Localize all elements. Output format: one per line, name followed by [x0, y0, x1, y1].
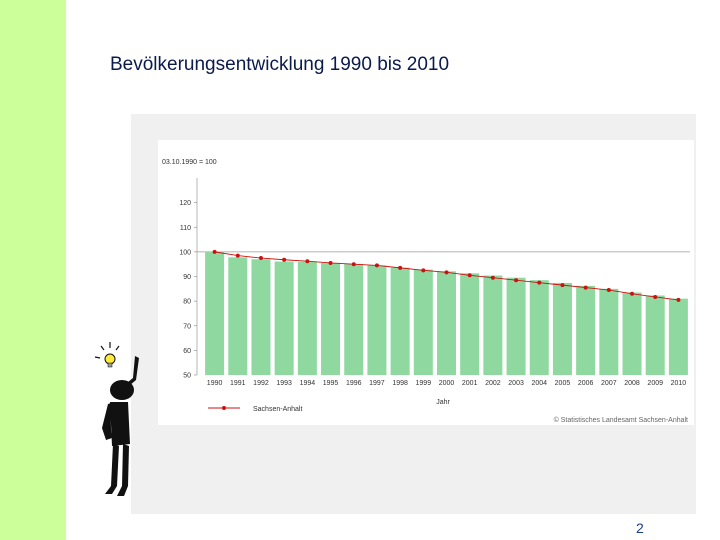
bar-2000	[436, 271, 457, 375]
x-tick-label: 1991	[230, 380, 246, 387]
bar-2005	[552, 282, 572, 375]
bar-1998	[390, 267, 410, 375]
line-point-2005	[560, 283, 565, 288]
y-tick-label: 60	[183, 348, 191, 355]
x-tick-label: 2007	[601, 380, 617, 387]
x-tick-label: 1995	[323, 380, 339, 387]
x-tick-label: 2002	[485, 380, 501, 387]
bar-2001	[460, 273, 480, 375]
index-label: 03.10.1990 = 100	[162, 159, 217, 166]
line-point-2004	[537, 280, 542, 285]
y-tick-label: 120	[179, 200, 191, 207]
bar-1991	[228, 257, 248, 375]
bar-1995	[321, 262, 341, 375]
x-tick-label: 1994	[300, 380, 316, 387]
x-tick-label: 2000	[439, 380, 455, 387]
y-tick-label: 80	[183, 299, 191, 306]
line-point-1999	[421, 268, 426, 273]
x-tick-label: 2003	[508, 380, 524, 387]
legend-label-sachsen-anhalt: Sachsen-Anhalt	[253, 406, 302, 413]
x-tick-label: 2001	[462, 380, 478, 387]
x-tick-label: 1998	[392, 380, 408, 387]
bar-1996	[344, 263, 364, 375]
y-tick-label: 100	[179, 249, 191, 256]
bar-1997	[367, 265, 387, 375]
line-point-2001	[467, 273, 472, 278]
x-tick-label: 2010	[671, 380, 687, 387]
y-tick-label: 50	[183, 373, 191, 380]
line-point-1994	[305, 259, 310, 264]
line-point-2008	[630, 291, 635, 296]
bar-2003	[506, 277, 526, 375]
x-tick-label: 2006	[578, 380, 594, 387]
bar-1994	[297, 261, 317, 375]
x-tick-label: 1993	[276, 380, 292, 387]
bar-2002	[483, 275, 503, 375]
x-tick-label: 2008	[624, 380, 640, 387]
x-tick-label: 1997	[369, 380, 385, 387]
stick-figure-icon	[102, 356, 139, 496]
line-point-1990	[212, 249, 217, 254]
bar-2004	[529, 280, 549, 375]
line-point-1996	[351, 262, 356, 267]
line-point-2010	[676, 297, 681, 302]
y-tick-label: 110	[180, 225, 191, 232]
bar-2006	[576, 285, 596, 375]
lightbulb-icon	[94, 342, 120, 368]
y-tick-label: 90	[183, 274, 191, 281]
line-point-1995	[328, 260, 333, 265]
x-axis-label: Jahr	[436, 399, 450, 406]
line-point-2007	[606, 288, 611, 293]
thinking-stick-figure	[94, 342, 139, 496]
x-tick-label: 2005	[555, 380, 571, 387]
bar-2009	[645, 295, 665, 375]
bar-2008	[622, 292, 642, 375]
line-point-2009	[653, 294, 658, 299]
line-point-2003	[514, 278, 519, 283]
bar-2010	[668, 298, 688, 375]
x-tick-label: 1990	[207, 380, 223, 387]
slide-title: Bevölkerungsentwicklung 1990 bis 2010	[110, 54, 450, 75]
source-note: © Statistisches Landesamt Sachsen-Anhalt	[554, 416, 688, 424]
side-accent-band	[0, 0, 66, 540]
line-point-1993	[282, 257, 287, 262]
y-tick-label: 70	[183, 323, 191, 330]
bar-1999	[413, 269, 433, 375]
line-point-1992	[258, 256, 263, 261]
line-point-2002	[490, 275, 495, 280]
line-point-2000	[444, 270, 449, 275]
page-number: 2	[636, 520, 644, 536]
x-tick-label: 1992	[253, 380, 269, 387]
legend-marker	[222, 406, 226, 410]
bar-1992	[251, 259, 271, 375]
bar-1990	[205, 251, 225, 375]
x-tick-label: 2004	[531, 380, 547, 387]
population-chart: 03.10.1990 = 100 50 60 70 80 90 100 110 120 199…	[162, 159, 690, 424]
bar-2007	[599, 288, 619, 375]
line-point-2006	[583, 285, 588, 290]
bar-1993	[274, 261, 294, 375]
line-point-1991	[235, 253, 240, 258]
x-tick-label: 1996	[346, 380, 362, 387]
x-tick-label: 2009	[647, 380, 663, 387]
x-tick-label: 1999	[416, 380, 432, 387]
line-point-1998	[398, 265, 403, 270]
line-point-1997	[374, 263, 379, 268]
